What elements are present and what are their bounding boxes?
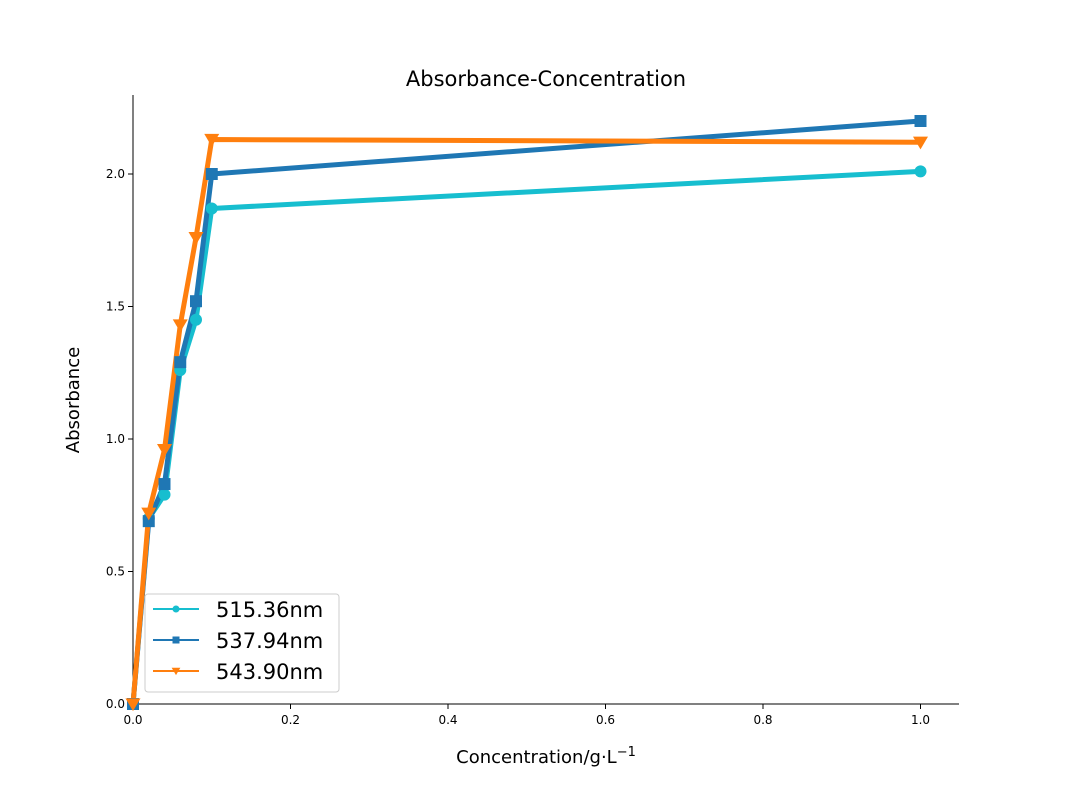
legend-label-543.90nm: 543.90nm [216, 660, 323, 684]
y-tick-label: 1.0 [106, 432, 125, 446]
legend-entries: 515.36nm 537.94nm 543.90nm [153, 598, 323, 684]
series-markers [125, 115, 928, 712]
data-point-515.36nm-6 [914, 165, 927, 178]
y-tick-label: 0.0 [106, 697, 125, 711]
data-point-537.94nm-3 [174, 356, 187, 369]
x-axis-title: Concentration/g·L−1 [456, 745, 636, 768]
legend-box [144, 593, 340, 693]
x-tick-label: 0.0 [123, 713, 142, 727]
legend-marker-515.36nm [172, 605, 180, 613]
data-point-543.90nm-0 [125, 698, 141, 712]
x-tick-label: 0.6 [596, 713, 615, 727]
data-point-537.94nm-6 [914, 115, 927, 127]
data-point-537.94nm-4 [190, 295, 202, 308]
data-point-543.90nm-2 [157, 443, 172, 457]
legend-marker-543.90nm [171, 667, 181, 676]
data-point-543.90nm-6 [913, 136, 928, 150]
data-point-537.94nm-2 [158, 478, 171, 491]
x-axis-title-superscript: −1 [617, 745, 636, 760]
x-tick-label: 0.8 [753, 713, 772, 727]
x-tick-label: 1.0 [911, 713, 930, 727]
chart-title: Absorbance-Concentration [406, 67, 686, 91]
y-tick-label: 0.5 [106, 565, 125, 579]
data-point-537.94nm-5 [205, 168, 218, 180]
axes [132, 95, 959, 705]
x-tick-label: 0.2 [281, 713, 300, 727]
data-point-515.36nm-4 [190, 313, 202, 326]
data-point-543.90nm-3 [172, 319, 188, 333]
legend: 515.36nm 537.94nm 543.90nm [144, 593, 340, 693]
x-axis-title-text: Concentration/g·L [456, 747, 617, 768]
y-tick-label: 1.5 [106, 300, 125, 314]
y-tick-label: 2.0 [106, 167, 125, 181]
x-tick-label: 0.4 [438, 713, 457, 727]
data-point-537.94nm-1 [142, 515, 155, 528]
y-axis-title: Absorbance [63, 347, 84, 453]
y-ticks: 0.0 0.5 1.0 1.5 2.0 [106, 167, 133, 711]
data-point-543.90nm-5 [204, 133, 220, 147]
data-point-543.90nm-1 [141, 507, 157, 521]
legend-label-537.94nm: 537.94nm [216, 629, 323, 653]
data-point-515.36nm-5 [205, 202, 218, 215]
legend-marker-537.94nm [172, 636, 180, 644]
data-point-515.36nm-2 [158, 488, 171, 501]
x-ticks: 0.0 0.2 0.4 0.6 0.8 1.0 [123, 704, 930, 727]
data-point-543.90nm-4 [188, 231, 204, 245]
legend-label-515.36nm: 515.36nm [216, 598, 323, 622]
